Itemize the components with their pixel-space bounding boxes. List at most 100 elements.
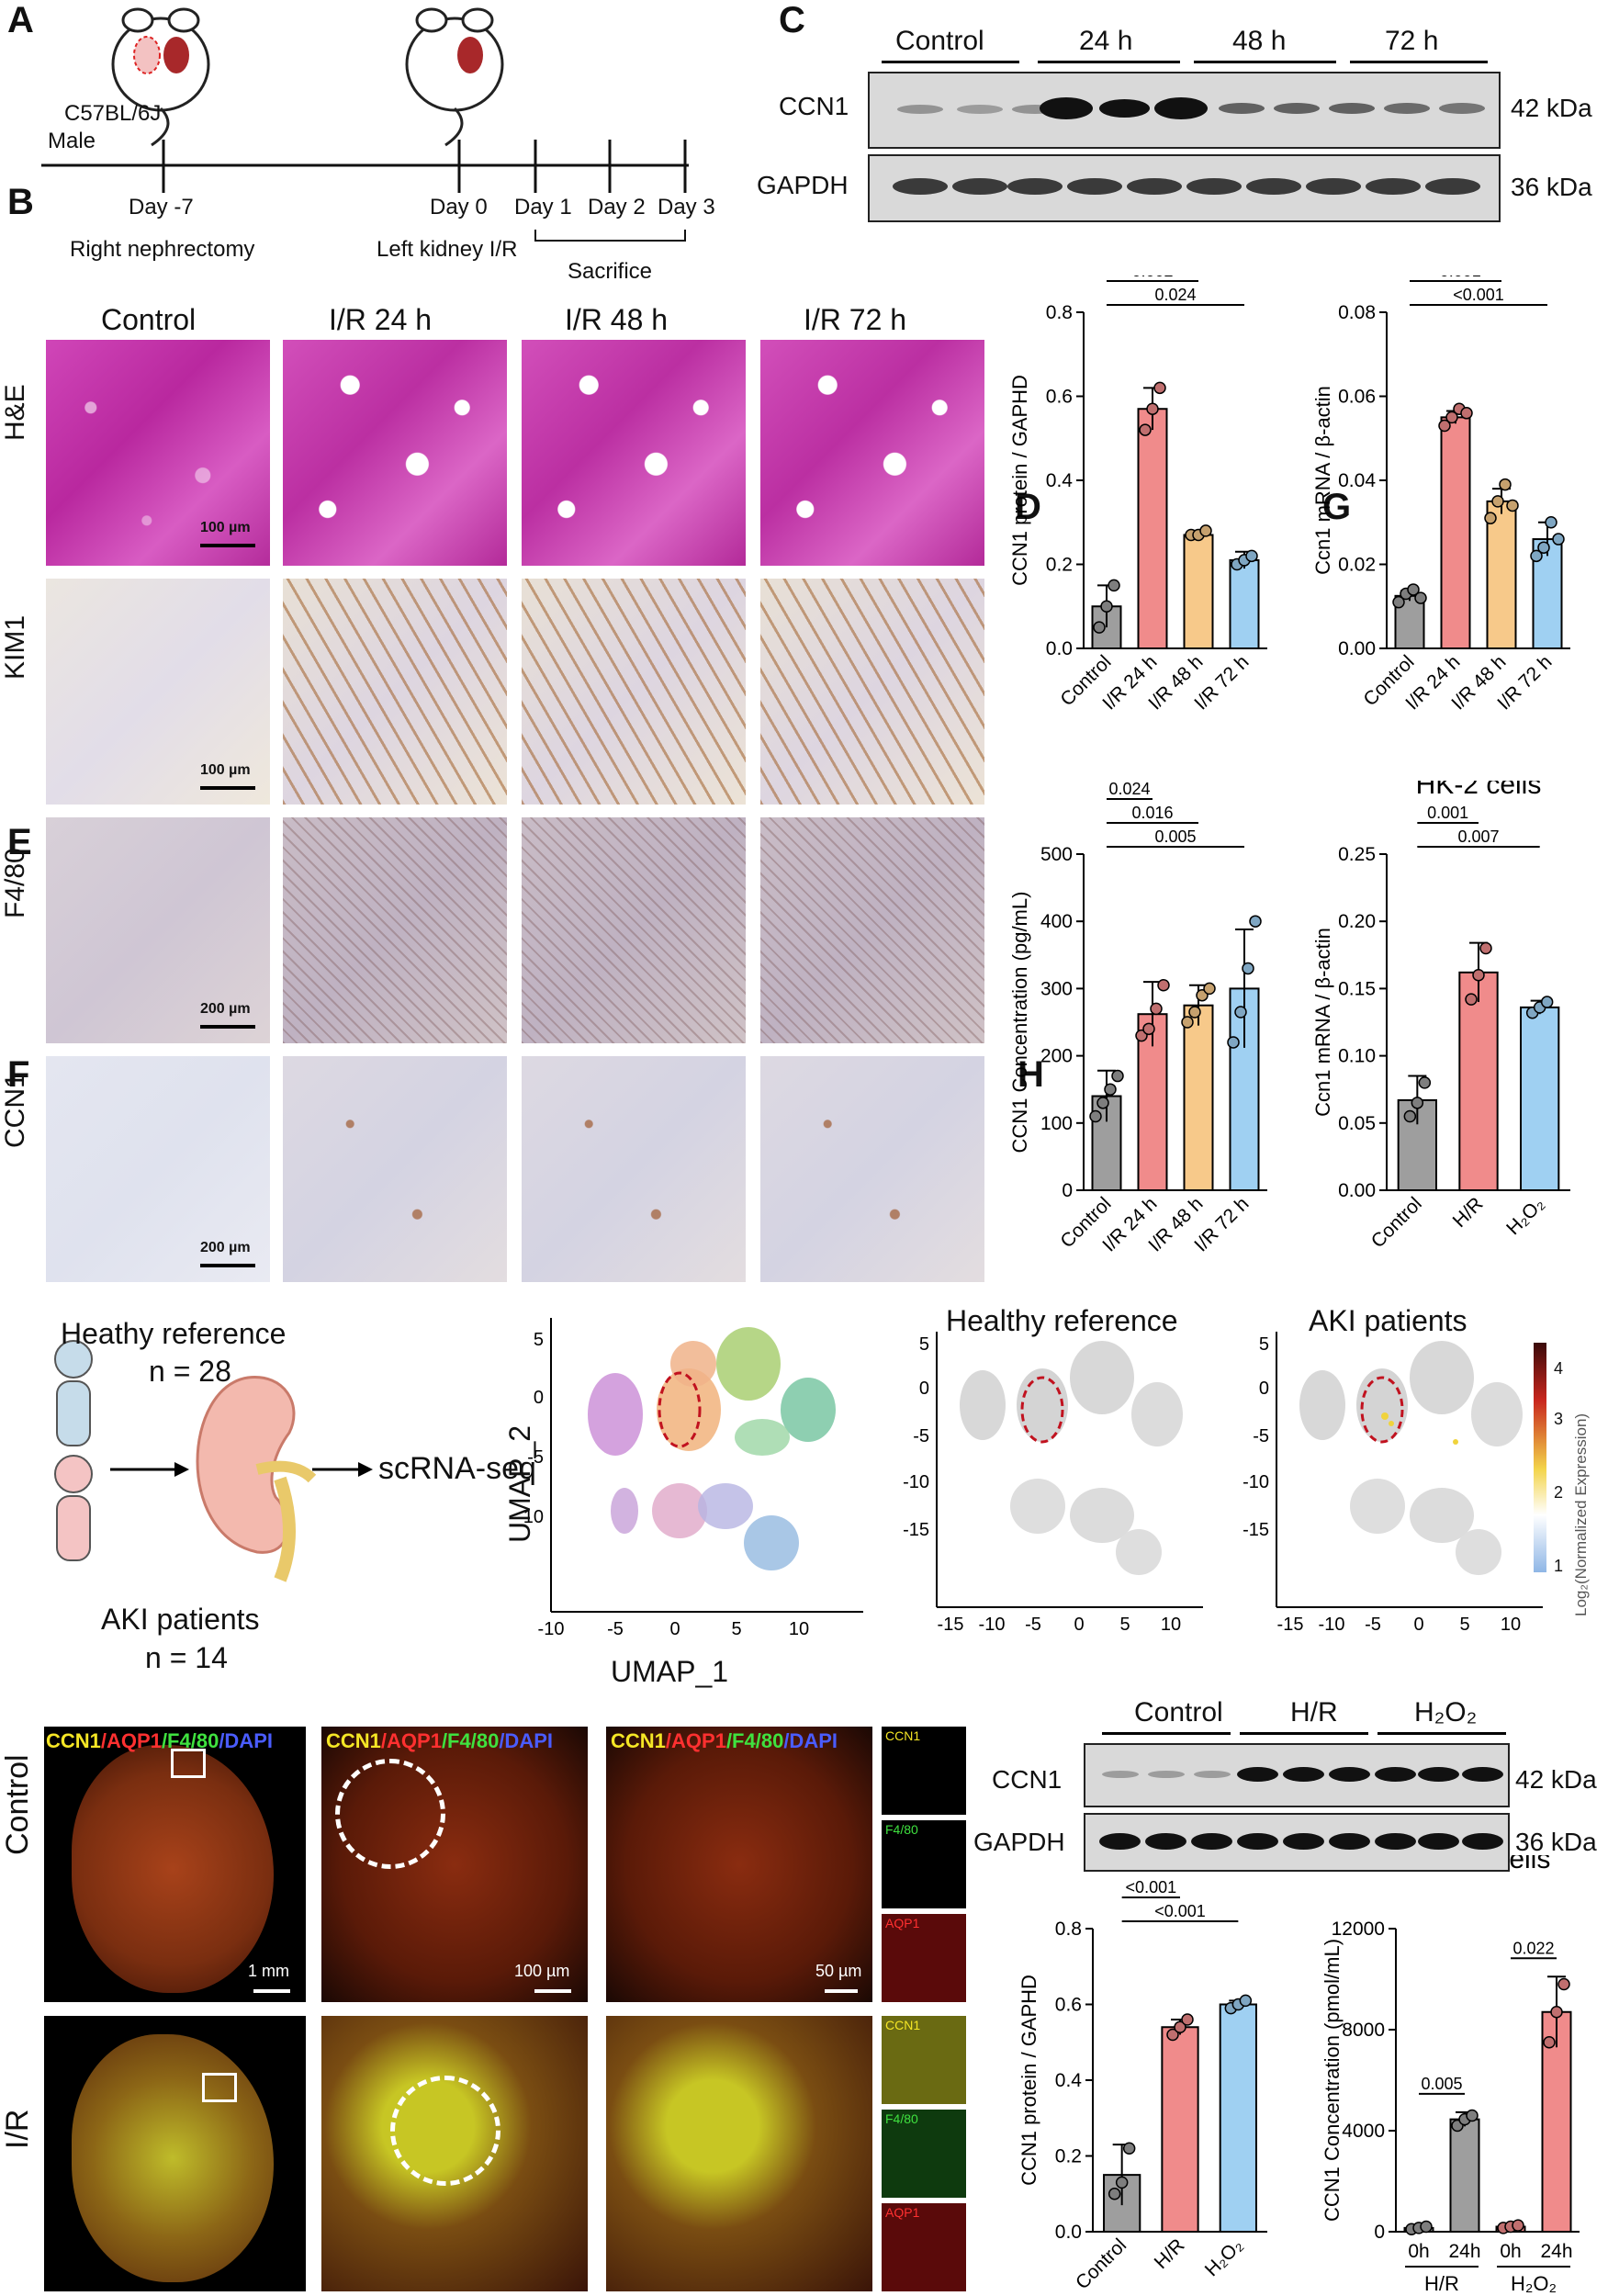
umap-aki: -15 -10 -5 0 5 10 5 0 -5 -10 -15 <box>1243 1332 1543 1635</box>
kim1-image-72h <box>760 579 984 805</box>
data-point <box>1552 533 1565 546</box>
y-tick-label: 8000 <box>1342 2020 1385 2041</box>
p-value-label: <0.001 <box>1453 286 1504 304</box>
data-point <box>1096 1097 1109 1109</box>
svg-text:0: 0 <box>534 1388 544 1408</box>
scale-label: 200 µm <box>200 1001 251 1017</box>
svg-text:-15: -15 <box>938 1615 964 1635</box>
y-tick-label: 0 <box>1374 2222 1385 2243</box>
p-value-label: 0.022 <box>1512 1939 1554 1957</box>
svg-text:10: 10 <box>789 1619 809 1639</box>
y-tick-label: 0.25 <box>1338 844 1376 865</box>
channel-ccn1-control: CCN1 <box>882 1727 966 1815</box>
p-value-label: 0.001 <box>1427 804 1468 822</box>
data-point <box>1142 1022 1155 1036</box>
x-tick-label: Control <box>1072 2234 1130 2293</box>
y-tick-label: 0.20 <box>1338 911 1376 932</box>
svg-text:-10: -10 <box>979 1615 1006 1635</box>
data-point <box>1506 499 1519 512</box>
y-tick-label: 400 <box>1040 911 1073 932</box>
p-value-label: <0.001 <box>1126 1878 1177 1896</box>
data-point <box>1108 2188 1121 2200</box>
y-tick-label: 0.00 <box>1338 638 1376 659</box>
y-tick-label: 0.06 <box>1338 387 1376 408</box>
data-point <box>1100 600 1113 613</box>
umap-healthy: -15 -10 -5 0 5 10 5 0 -5 -10 -15 <box>903 1332 1203 1635</box>
he-image-72h <box>760 340 984 566</box>
healthy-reference-label: Heathy reference <box>61 1317 287 1350</box>
bar <box>1137 408 1168 649</box>
scale-bar <box>200 544 255 547</box>
svg-text:0: 0 <box>1074 1615 1084 1635</box>
stain-legend: CCN1/AQP1/F4/80/DAPI <box>326 1729 553 1752</box>
svg-text:-10: -10 <box>903 1472 929 1492</box>
data-point <box>1438 419 1451 433</box>
data-point <box>1466 2109 1479 2122</box>
data-point <box>1403 1109 1417 1123</box>
panel-label-g: G <box>1322 487 1352 527</box>
fluor-control-zoom1: 100 µm <box>321 1727 588 2002</box>
channel-ccn1-ir: CCN1 <box>882 2016 966 2104</box>
scale-label: 200 µm <box>200 1240 251 1255</box>
svg-text:0: 0 <box>669 1619 680 1639</box>
svg-text:-5: -5 <box>1025 1615 1041 1635</box>
colorbar-tick: 2 <box>1554 1483 1564 1502</box>
kda-label: 36 kDa <box>1515 1828 1597 1856</box>
y-tick-label: 200 <box>1040 1046 1073 1067</box>
data-point <box>1181 2013 1194 2026</box>
blot-group-label: H₂O₂ <box>1414 1697 1478 1728</box>
svg-text:-5: -5 <box>527 1447 544 1468</box>
channel-aqp1-control: AQP1 <box>882 1914 966 2002</box>
data-point <box>1157 978 1170 992</box>
data-point <box>1115 2176 1129 2189</box>
p-value-label: <0.001 <box>1154 1902 1206 1920</box>
p-value-label: 0.002 <box>1131 276 1173 280</box>
y-axis-label: CCN1 Concentration (pg/mL) <box>1010 892 1031 1154</box>
person-icon <box>54 1455 93 1561</box>
y-axis-label: CCN1 Concentration (pmol/mL) <box>1321 1939 1344 2222</box>
y-tick-label: 0.05 <box>1338 1113 1376 1134</box>
fluor-ir-whole <box>44 2016 306 2291</box>
group-underline <box>1038 61 1180 63</box>
mouse-strain-label: C57BL/6J <box>64 101 162 126</box>
group-underline <box>1350 61 1488 63</box>
data-point <box>1146 402 1159 415</box>
blot-row-label: CCN1 <box>779 92 849 120</box>
data-point <box>1199 524 1212 537</box>
scale-bar <box>200 1025 255 1029</box>
group-underline <box>1240 1732 1368 1735</box>
y-tick-label: 300 <box>1040 978 1073 999</box>
svg-text:10: 10 <box>1161 1615 1181 1635</box>
panel-label-b: B <box>7 182 34 222</box>
fluor-control-whole: 1 mm <box>44 1727 306 2002</box>
svg-text:-15: -15 <box>1277 1615 1304 1635</box>
person-icon <box>54 1340 93 1446</box>
fluor-ir-zoom1 <box>321 2016 588 2291</box>
group-label: H/R <box>1424 2272 1459 2295</box>
channel-aqp1-ir: AQP1 <box>882 2203 966 2291</box>
kim1-image-24h <box>283 579 507 805</box>
mouse-icon <box>111 7 210 147</box>
channel-f480-control: F4/80 <box>882 1820 966 1908</box>
data-point <box>1181 1016 1194 1029</box>
data-point <box>1445 411 1458 424</box>
gapdh-blot-hk2 <box>1084 1813 1510 1872</box>
row-label: I/R <box>0 2109 35 2149</box>
panel-label-f: F <box>7 1054 30 1095</box>
bar <box>1229 558 1260 649</box>
y-tick-label: 0.4 <box>1055 2070 1083 2091</box>
aki-n-label: n = 14 <box>145 1641 228 1674</box>
blot-group-label: 48 h <box>1232 26 1287 56</box>
data-point <box>1188 1006 1201 1019</box>
bar <box>1440 416 1471 649</box>
y-axis-label: Ccn1 mRNA / β-actin <box>1311 928 1334 1117</box>
gapdh-blot <box>868 154 1501 222</box>
scrna-seq-label: scRNA-seq <box>378 1451 536 1486</box>
blot-row-label: GAPDH <box>973 1828 1065 1856</box>
data-point <box>1139 423 1152 436</box>
y-tick-label: 12000 <box>1332 1919 1385 1940</box>
svg-text:-10: -10 <box>538 1619 565 1639</box>
y-tick-label: 0.2 <box>1046 555 1073 576</box>
